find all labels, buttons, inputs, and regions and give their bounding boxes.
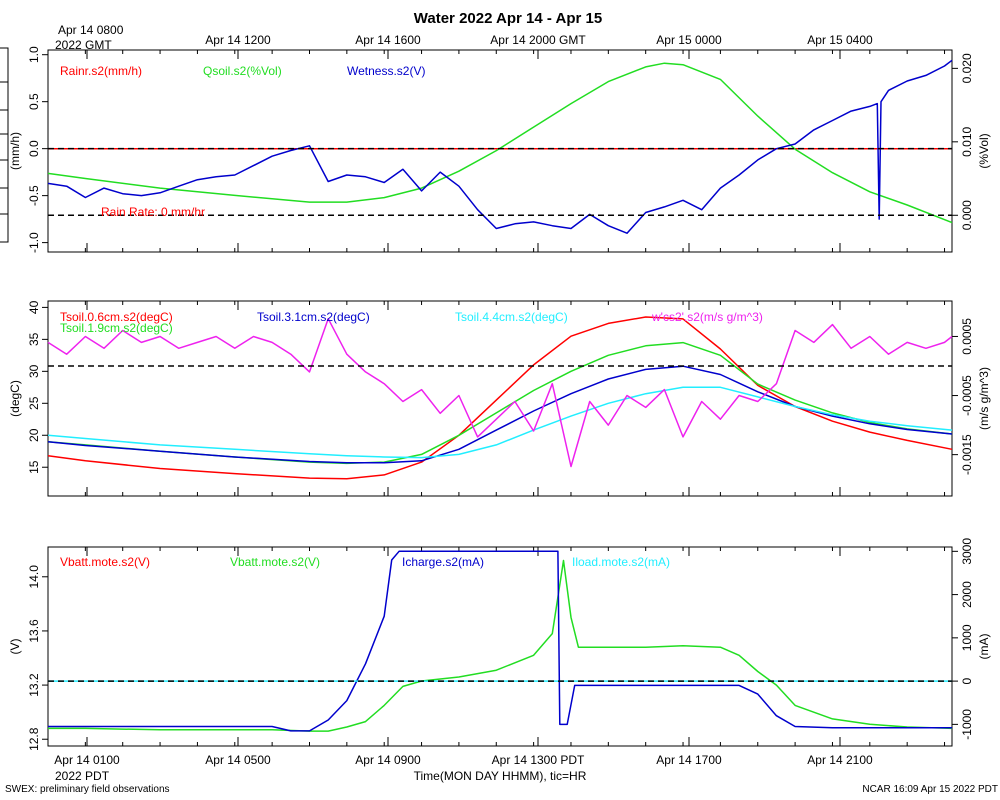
legend-entry: Wetness.s2(V) xyxy=(347,64,425,78)
chart-panel-2: 40 35 30 25 20 15 (degC) 0.0005 -0.0005 -0.0015(m… xyxy=(8,300,991,497)
left-edge-frame xyxy=(0,47,9,243)
bottom-axis-label: Apr 14 0900 xyxy=(355,753,421,767)
bottom-axis-label: Apr 14 1300 PDT xyxy=(492,753,585,767)
left-axis-label: (degC) xyxy=(8,380,22,417)
series-line-1-3 xyxy=(47,59,953,234)
series-line-2-5 xyxy=(47,317,953,468)
top-axis-label: Apr 14 1600 xyxy=(355,33,421,47)
footer-timestamp: NCAR 16:09 Apr 15 2022 PDT xyxy=(862,784,998,795)
top-axis-label: Apr 14 1200 xyxy=(205,33,271,47)
left-tick-label: 1.0 xyxy=(27,46,41,63)
legend-entry: Tsoil.4.4cm.s2(degC) xyxy=(455,310,568,324)
right-tick-label: 2000 xyxy=(960,581,974,608)
series-line-2-2 xyxy=(47,341,953,465)
left-tick-label: 25 xyxy=(27,396,41,410)
legend-entry: w'cs2'.s2(m/s g/m^3) xyxy=(651,310,763,324)
left-axis-label: (V) xyxy=(8,639,22,655)
right-tick-label: -0.0015 xyxy=(960,434,974,475)
bottom-time-axis: Apr 14 0100 Apr 14 0500 Apr 14 0900 Apr 14 … xyxy=(54,753,873,783)
top-axis-label: Apr 14 0800 xyxy=(58,23,124,37)
left-axis-label: (mm/h) xyxy=(8,132,22,170)
legend-panel-1: Rainr.s2(mm/h) Qsoil.s2(%Vol) Wetness.s2(V… xyxy=(60,64,425,78)
left-tick-label: 15 xyxy=(27,460,41,474)
bottom-axis-label: Apr 14 2100 xyxy=(807,753,873,767)
bottom-axis-label: Apr 14 0500 xyxy=(205,753,271,767)
series-line-3-2 xyxy=(48,559,953,732)
right-tick-label: 0.020 xyxy=(960,53,974,83)
top-axis-label: Apr 14 2000 GMT xyxy=(490,33,586,47)
legend-entry: Qsoil.s2(%Vol) xyxy=(203,64,282,78)
right-tick-label: 3000 xyxy=(960,538,974,565)
left-tick-label: 0.0 xyxy=(27,140,41,157)
series-line-2-1 xyxy=(47,316,953,480)
right-tick-label: -1000 xyxy=(960,709,974,740)
bottom-axis-year: 2022 PDT xyxy=(55,769,110,783)
chart-title: Water 2022 Apr 14 - Apr 15 xyxy=(414,10,602,27)
left-tick-label: 12.8 xyxy=(27,727,41,751)
bottom-axis-label: Apr 14 0100 xyxy=(54,753,120,767)
panel-frame xyxy=(47,49,953,253)
top-time-axis: Apr 14 0800 Apr 14 1200 Apr 14 1600 Apr 14 … xyxy=(55,23,873,52)
right-axis-label: (mA) xyxy=(977,634,991,660)
top-axis-label: Apr 15 0000 xyxy=(656,33,722,47)
chart-panel-3: 14.0 13.6 13.2 12.8 (V) 3000 2000 1000 0 -1000 (mA… xyxy=(8,538,991,751)
left-tick-label: 13.6 xyxy=(27,619,41,643)
right-tick-label: 0.000 xyxy=(960,200,974,230)
left-tick-label: 35 xyxy=(27,332,41,346)
series-line-2-4 xyxy=(47,386,953,459)
chart-panel-1: 1.0 0.5 0.0 -0.5 -1.0 (mm/h) 0.020 0.010 0.000 (%… xyxy=(8,46,991,253)
left-tick-label: 14.0 xyxy=(27,565,41,589)
top-axis-label: Apr 15 0400 xyxy=(807,33,873,47)
legend-entry: Vbatt.mote.s2(V) xyxy=(60,555,150,569)
rain-rate-annotation: Rain Rate: 0 mm/hr xyxy=(101,205,205,219)
series-line-1-2 xyxy=(47,62,953,224)
legend-panel-2: Tsoil.0.6cm.s2(degC)Tsoil.1.9cm.s2(degC)… xyxy=(60,310,763,335)
legend-panel-3: Vbatt.mote.s2(V) Vbatt.mote.s2(V) Icharge.… xyxy=(60,555,670,569)
left-tick-label: 20 xyxy=(27,428,41,442)
legend-entry: Vbatt.mote.s2(V) xyxy=(230,555,320,569)
left-tick-label: 0.5 xyxy=(27,93,41,110)
right-tick-label: 1000 xyxy=(960,624,974,651)
legend-entry: Iload.mote.s2(mA) xyxy=(572,555,670,569)
series-line-3-3 xyxy=(48,550,952,732)
legend-entry: Icharge.s2(mA) xyxy=(402,555,484,569)
top-axis-year: 2022 GMT xyxy=(55,38,112,52)
right-tick-label: 0.0005 xyxy=(960,318,974,355)
left-tick-label: -1.0 xyxy=(27,232,41,253)
left-tick-label: 13.2 xyxy=(27,673,41,697)
legend-entry: Tsoil.1.9cm.s2(degC) xyxy=(60,321,173,335)
right-tick-label: -0.0005 xyxy=(960,375,974,416)
footer-note: SWEX: preliminary field observations xyxy=(5,784,170,795)
bottom-axis-label: Apr 14 1700 xyxy=(656,753,722,767)
x-axis-title: Time(MON DAY HHMM), tic=HR xyxy=(414,769,587,783)
right-tick-label: 0 xyxy=(960,677,974,684)
legend-entry: Rainr.s2(mm/h) xyxy=(60,64,142,78)
legend-entry: Tsoil.0.6cm.s2(degC) xyxy=(60,310,173,324)
right-tick-label: 0.010 xyxy=(960,126,974,156)
left-tick-label: 30 xyxy=(27,364,41,378)
panel-frame xyxy=(47,300,953,497)
legend-entry: Tsoil.3.1cm.s2(degC) xyxy=(257,310,370,324)
left-tick-label: -0.5 xyxy=(27,185,41,206)
right-axis-label: (m/s g/m^3) xyxy=(977,367,991,430)
left-tick-label: 40 xyxy=(27,300,41,314)
right-axis-label: (%Vol) xyxy=(977,133,991,168)
panel-frame xyxy=(47,546,953,747)
